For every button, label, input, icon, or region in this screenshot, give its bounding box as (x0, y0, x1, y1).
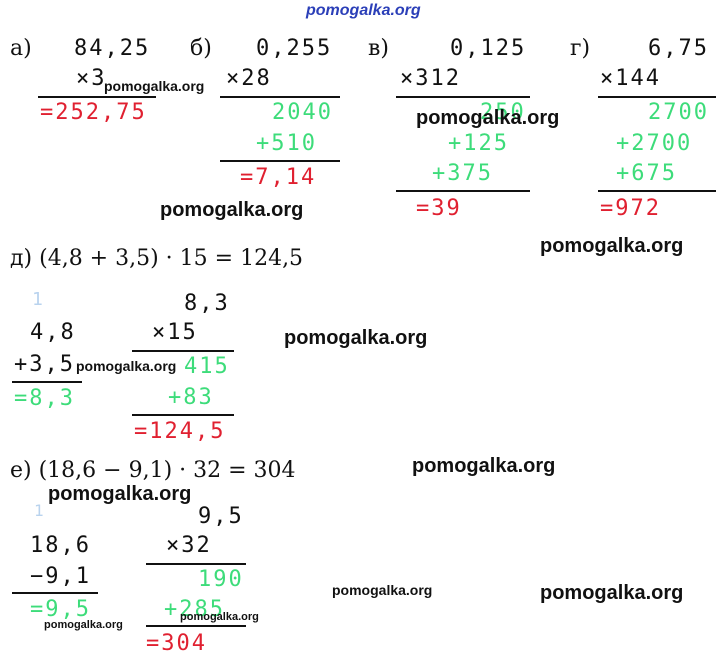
problem-v-result: =39 (416, 196, 462, 221)
problem-d-partial-1: 415 (184, 354, 230, 379)
problem-e-sub-b: −9,1 (30, 564, 91, 589)
watermark: pomogalka.org (540, 582, 684, 604)
watermark: pomogalka.org (416, 107, 560, 129)
problem-v-partial-3: +375 (432, 161, 493, 186)
problem-g-line-2 (598, 190, 716, 192)
problem-a-label: а) (10, 36, 32, 61)
problem-a-number: 84,25 (74, 36, 151, 61)
problem-g-partial-3: +675 (616, 161, 677, 186)
watermark-top: pomogalka.org (306, 2, 421, 19)
problem-v-label: в) (368, 36, 389, 61)
watermark: pomogalka.org (412, 455, 556, 477)
problem-e-result: =304 (146, 631, 207, 656)
problem-e-borrow: 1 (34, 501, 46, 520)
problem-b-line-2 (220, 160, 340, 162)
problem-e-sub-result: =9,5 (30, 597, 91, 622)
problem-g-number: 6,75 (648, 36, 709, 61)
problem-v-partial-2: +125 (448, 131, 509, 156)
problem-g-result: =972 (600, 196, 661, 221)
problem-d-add-a: 4,8 (30, 320, 76, 345)
problem-g-multiplier: ×144 (600, 66, 661, 91)
problem-d-result: =124,5 (134, 419, 226, 444)
problem-d-expression: д) (4,8 + 3,5) · 15 = 124,5 (10, 246, 304, 271)
problem-v-partial-1: 250 (480, 100, 526, 125)
problem-b-partial-1: 2040 (272, 100, 333, 125)
problem-v-multiplier: ×312 (400, 66, 461, 91)
problem-a-multiplier: ×3 (76, 66, 107, 91)
problem-e-sub-line (12, 592, 98, 594)
watermark: pomogalka.org (44, 619, 123, 631)
watermark: pomogalka.org (284, 327, 428, 349)
problem-v-number: 0,125 (450, 36, 527, 61)
problem-d-add-result: =8,3 (14, 386, 75, 411)
problem-v-line-1 (396, 96, 530, 98)
watermark: pomogalka.org (76, 358, 177, 374)
problem-b-result: =7,14 (240, 165, 317, 190)
problem-e-mul-line-1 (146, 563, 246, 565)
problem-d-mul-number: 8,3 (184, 291, 230, 316)
problem-e-partial-2: +285 (164, 597, 225, 622)
problem-a-result: =252,75 (40, 100, 147, 125)
problem-a-line (38, 96, 156, 98)
watermark: pomogalka.org (104, 78, 205, 94)
problem-e-sub-a: 18,6 (30, 533, 91, 558)
problem-e-mul-by: ×32 (166, 533, 212, 558)
watermark: pomogalka.org (332, 582, 433, 598)
problem-g-partial-1: 2700 (648, 100, 709, 125)
problem-b-multiplier: ×28 (226, 66, 272, 91)
problem-e-partial-1: 190 (198, 567, 244, 592)
problem-g-label: г) (570, 36, 591, 61)
problem-d-mul-line-2 (132, 414, 234, 416)
problem-e-mul-line-2 (146, 625, 246, 627)
problem-d-add-b: +3,5 (14, 352, 75, 377)
problem-d-add-line (12, 381, 82, 383)
problem-v-line-2 (396, 190, 530, 192)
problem-d-carry: 1 (32, 289, 45, 310)
watermark: pomogalka.org (540, 235, 684, 257)
problem-e-expression: е) (18,6 − 9,1) · 32 = 304 (10, 458, 296, 483)
problem-b-partial-2: +510 (256, 131, 317, 156)
watermark: pomogalka.org (180, 611, 259, 623)
problem-e-mul-number: 9,5 (198, 504, 244, 529)
problem-b-line-1 (220, 96, 340, 98)
problem-g-partial-2: +2700 (616, 131, 693, 156)
problem-d-mul-by: ×15 (152, 320, 198, 345)
watermark: pomogalka.org (48, 483, 192, 505)
problem-b-number: 0,255 (256, 36, 333, 61)
problem-b-label: б) (190, 36, 212, 61)
problem-g-line-1 (598, 96, 716, 98)
watermark: pomogalka.org (160, 199, 304, 221)
problem-d-partial-2: +83 (168, 385, 214, 410)
problem-d-mul-line-1 (132, 350, 234, 352)
